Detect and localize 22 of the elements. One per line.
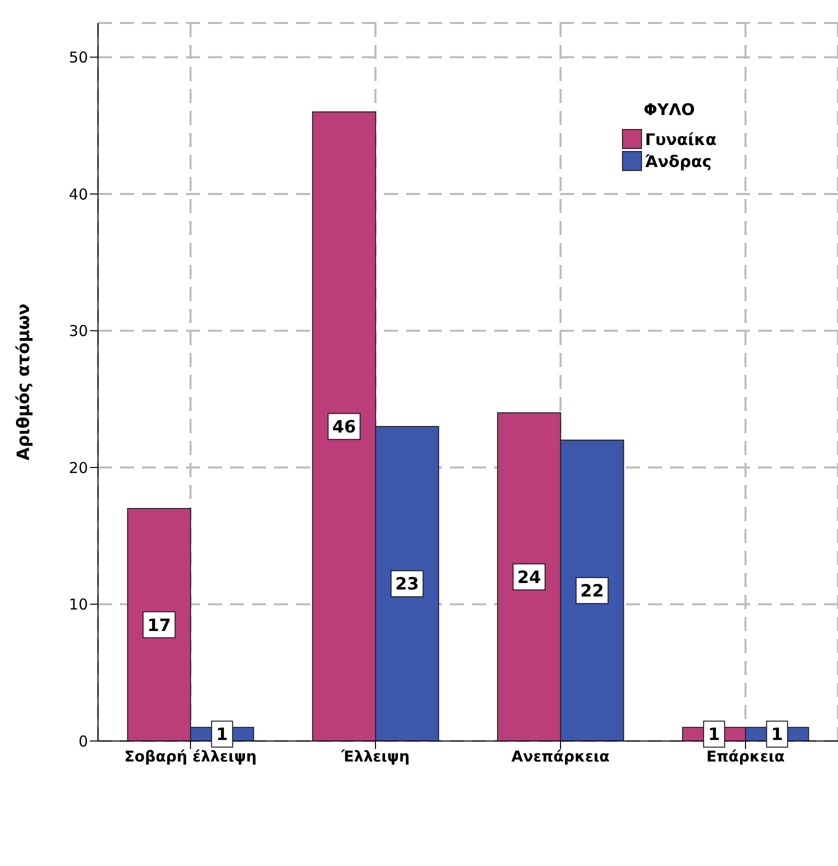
data-label: 22 (580, 582, 604, 602)
data-label: 1 (216, 725, 228, 746)
y-tick-label: 20 (68, 458, 88, 477)
x-tick-label: Σοβαρή έλλειψη (124, 748, 257, 766)
data-label: 1 (708, 725, 720, 746)
data-label: 24 (517, 568, 542, 588)
y-tick-label: 50 (68, 48, 88, 67)
y-tick-label: 10 (68, 596, 88, 614)
x-tick-label: Επάρκεια (706, 748, 785, 766)
data-label: 1 (771, 725, 784, 746)
y-tick-label: 0 (78, 732, 88, 750)
x-tick-label: Έλλειψη (340, 748, 410, 766)
legend-title: ΦΥΛΟ (642, 100, 696, 119)
data-label: 17 (147, 616, 171, 636)
data-label: 46 (332, 417, 356, 438)
y-tick-label: 40 (68, 185, 88, 204)
legend-label: Άνδρας (645, 152, 712, 170)
y-tick-label: 30 (68, 322, 88, 340)
legend-label: Γυναίκα (645, 130, 716, 148)
x-tick-label: Ανεπάρκεια (511, 748, 610, 766)
data-label: 23 (395, 574, 419, 595)
y-axis-title: Αριθμός ατόμων (14, 304, 34, 460)
